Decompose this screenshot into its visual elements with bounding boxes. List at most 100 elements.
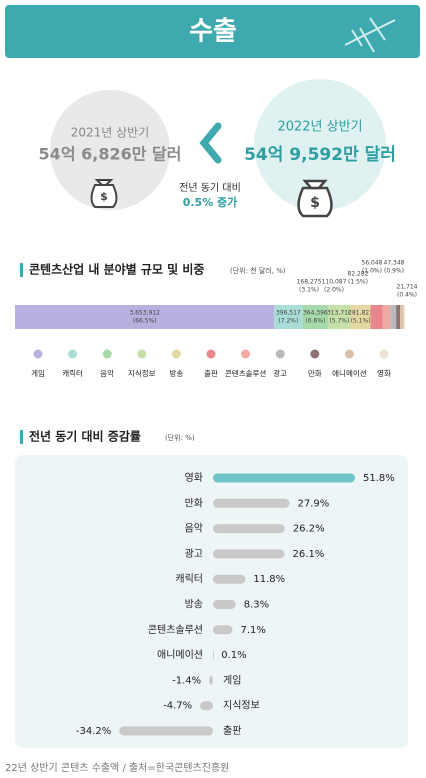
legend-label: 음악 [100,368,114,378]
share-label: (6.6%) [305,318,325,325]
bar [213,574,246,584]
category-label: 만화 [185,497,203,509]
legend-dot [275,349,285,359]
value-label: -34.2% [76,726,111,737]
value-label: 396,517 [276,310,301,317]
legend-dot [310,349,320,359]
value-label: 110,087 [322,279,347,286]
value-label: 51.8% [363,473,395,484]
value-label: 8.3% [244,600,269,611]
prev-amount: 54억 6,826만 달러 [39,145,182,164]
legend-label: 콘텐츠솔루션 [225,368,266,378]
svg-text:$: $ [310,195,320,211]
legend-label: 방송 [169,368,183,378]
bar-segment [328,305,351,329]
value-label: 313,710 [327,310,352,317]
curr-circle [254,79,386,211]
legend-dot [137,349,147,359]
value-label: 47,348 [384,260,405,267]
bar-segment [390,305,397,329]
category-label: 지식정보 [223,700,260,712]
legend-label: 캐릭터 [62,369,83,378]
share-label: (1.5%) [348,279,368,286]
bar-segment [400,305,404,329]
money-bag-icon: $ [297,179,333,218]
share-label: (7.2%) [278,318,298,325]
value-label: 281,823 [348,310,373,317]
legend-label: 만화 [308,369,322,378]
section-marker [20,263,23,277]
bar [213,650,214,660]
category-label: 음악 [185,523,203,535]
legend-dot [33,349,43,359]
share-label: (3.1%) [299,287,319,294]
legend-dot [102,349,112,359]
legend-dot [206,349,216,359]
value-label: 0.1% [221,650,246,661]
legend-label: 애니메이션 [332,368,367,378]
value-label: 3,653,912 [129,310,160,317]
header-title: 수출 [189,17,237,47]
legend-dot [241,349,251,359]
bar-segment [350,305,371,329]
bar-segment [370,305,383,329]
change-label: 전년 동기 대비 [179,182,241,194]
value-label: 26.2% [293,524,325,535]
prev-circle [50,90,170,210]
bar-segment [403,305,405,329]
value-label: 168,275 [297,279,322,286]
caption: 22년 상반기 콘텐츠 수출액 / 출처=한국콘텐츠진흥원 [5,761,229,774]
section-unit: (단위: 천 달러, %) [230,266,286,275]
bar-segment [382,305,391,329]
svg-text:$: $ [100,190,108,203]
category-label: 광고 [185,548,203,560]
value-label: 82,282 [348,271,369,278]
bar [209,675,213,685]
category-label: 콘텐츠솔루션 [148,624,203,636]
section-title: 전년 동기 대비 증감률 [29,429,141,444]
value-label: 56,048 [362,260,383,267]
value-label: -4.7% [163,701,192,712]
section-unit: (단위: %) [165,433,195,442]
legend-dot [68,349,78,359]
bar [200,701,213,711]
arrow-icon [199,122,222,164]
category-label: 게임 [223,673,241,686]
value-label: 26.1% [293,549,325,560]
section-title: 콘텐츠산업 내 분야별 규모 및 비중 [29,262,204,277]
curr-period: 2022년 상반기 [277,120,362,135]
bar-segment [396,305,401,329]
category-label: 애니메이션 [157,649,203,661]
bar [119,726,213,736]
bar [213,524,285,534]
category-label: 방송 [185,599,203,611]
legend-label: 출판 [204,368,218,378]
share-label: (5.7%) [329,318,349,325]
share-label: (5.1%) [351,318,371,325]
change-value: 0.5% 증가 [183,195,238,209]
legend-label: 지식정보 [128,368,156,378]
value-label: 21,714 [397,284,418,291]
value-label: 364,396 [303,310,328,317]
share-label: (0.9%) [384,268,404,275]
value-label: -1.4% [172,675,201,686]
curr-amount: 54억 9,592만 달러 [244,144,396,165]
bar [213,473,355,483]
share-label: (2.0%) [324,287,344,294]
bar [213,600,236,609]
bar-segment [302,305,329,329]
bar-segment [15,305,275,329]
section-marker [20,430,23,444]
category-label: 영화 [185,472,203,484]
share-label: (1.0%) [362,268,382,275]
value-label: 11.8% [253,574,285,585]
panel [15,455,408,748]
value-label: 7.1% [240,625,265,636]
share-label: (0.4%) [397,292,417,299]
share-label: (66.5%) [133,318,157,325]
bar [213,625,233,635]
category-label: 출판 [223,725,241,737]
legend-label: 광고 [273,368,287,378]
bar [213,549,285,559]
